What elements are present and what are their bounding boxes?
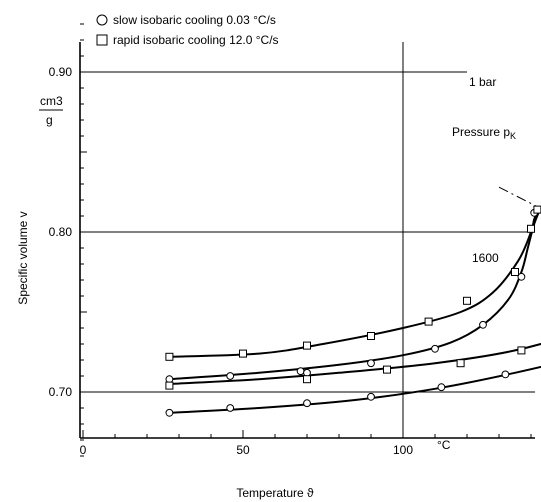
marker-circle-1	[226, 404, 235, 412]
legend-circle-marker	[96, 14, 108, 26]
x-tick-label-50: 50	[236, 443, 250, 457]
marker-circle-11	[367, 359, 375, 368]
curve-1600-rapid	[169, 342, 541, 385]
marker-circle-10	[296, 367, 305, 376]
marker-circle-8	[165, 375, 174, 384]
marker-square-13	[517, 346, 526, 355]
annotation-pressure: Pressure pK	[452, 125, 516, 141]
marker-square-5	[463, 296, 471, 305]
legend: slow isobaric cooling 0.03 °C/s rapid is…	[96, 13, 279, 47]
marker-circle-12	[431, 344, 439, 353]
marker-square-9	[165, 381, 174, 390]
ticks: 0501001502002500.700.800.90	[49, 23, 532, 457]
marker-square-12	[456, 359, 465, 368]
x-unit-label: °C	[437, 438, 451, 452]
annotation-pressure-subscript: K	[510, 131, 516, 141]
marker-square-2	[303, 341, 311, 350]
marker-square-7	[527, 224, 535, 233]
marker-square-6	[511, 268, 519, 276]
marker-square-4	[424, 317, 433, 326]
x-axis-title: Temperature ϑ	[236, 486, 314, 500]
marker-circle-5	[501, 370, 510, 379]
marker-circle-16	[303, 368, 311, 377]
annotation-1-bar: 1 bar	[469, 75, 496, 89]
marker-circle-4	[437, 383, 446, 392]
x-tick-label-100: 100	[393, 443, 413, 457]
marker-circle-14	[517, 272, 526, 281]
x-tick-label-0: 0	[80, 443, 87, 457]
marker-square-0	[165, 352, 174, 361]
legend-square-marker	[96, 34, 108, 46]
grid	[80, 42, 535, 438]
y-unit-numerator: cm3	[40, 94, 63, 108]
marker-square-8	[533, 205, 541, 214]
y-tick-label-1: 0.80	[49, 225, 73, 239]
marker-circle-13	[479, 320, 487, 329]
curve-1-bar-rapid	[169, 207, 541, 358]
marker-square-1	[239, 349, 247, 358]
marker-square-10	[303, 375, 311, 384]
marker-circle-3	[367, 392, 375, 401]
marker-circle-2	[303, 399, 311, 408]
annotation-pressure-text: Pressure p	[452, 125, 510, 139]
y-unit-denominator: g	[46, 113, 53, 127]
marker-square-11	[383, 365, 391, 374]
marker-square-3	[367, 332, 375, 340]
curve-1-bar-slow	[169, 207, 541, 381]
legend-entry-rapid: rapid isobaric cooling 12.0 °C/s	[113, 33, 279, 47]
legend-entry-slow: slow isobaric cooling 0.03 °C/s	[113, 13, 276, 27]
marker-circle-9	[226, 372, 235, 380]
y-axis-title: Specific volume v	[16, 211, 30, 304]
y-tick-label-2: 0.90	[49, 65, 73, 79]
y-tick-label-0: 0.70	[49, 385, 73, 399]
marker-circle-0	[165, 408, 174, 417]
annotation-1600: 1600	[472, 251, 499, 265]
